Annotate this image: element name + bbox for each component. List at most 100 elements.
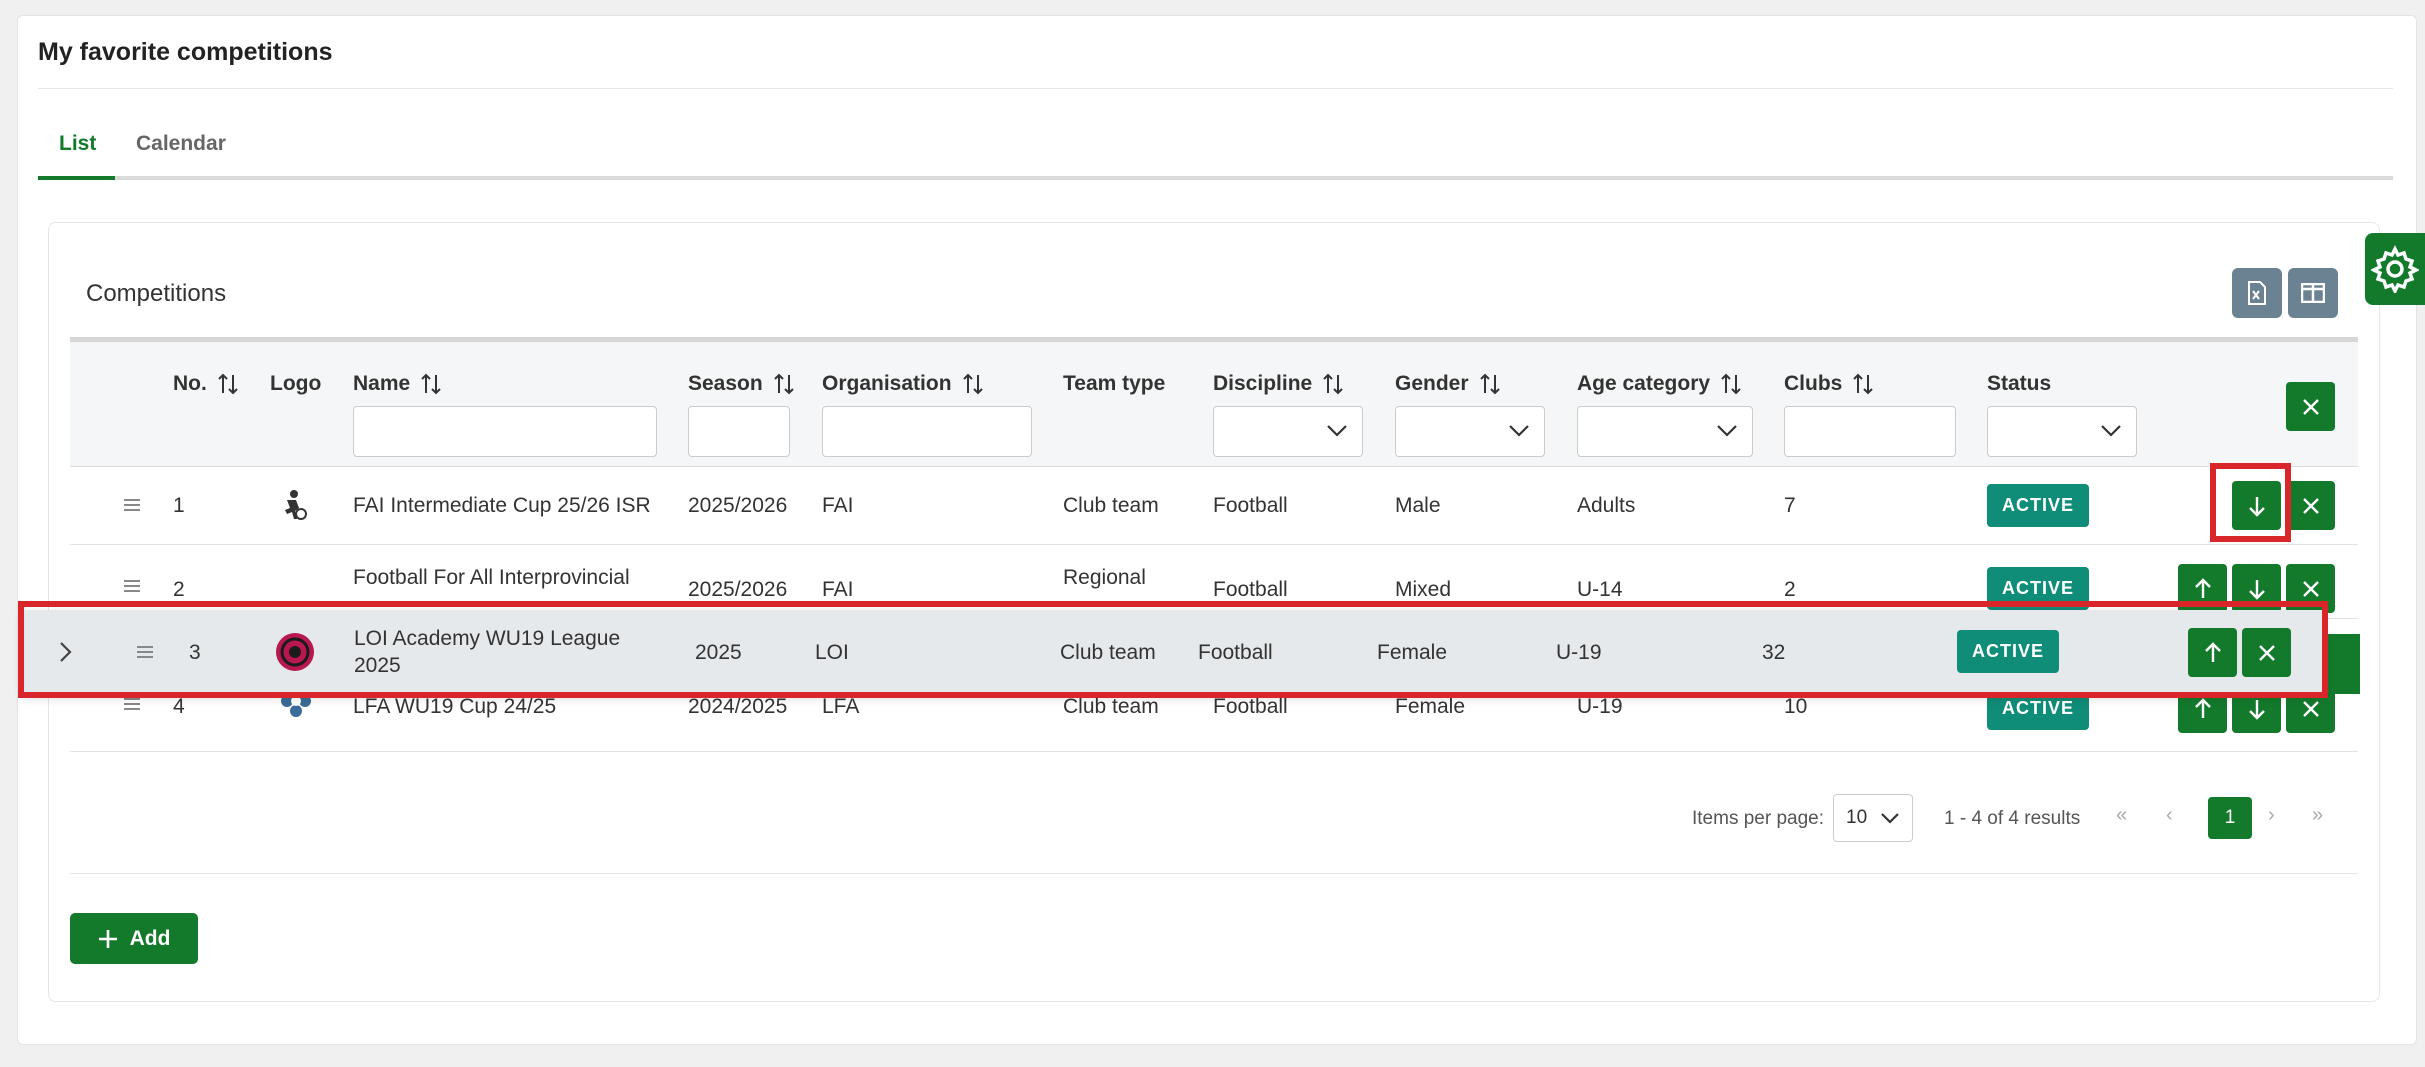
last-page-icon[interactable]: » xyxy=(2312,804,2324,826)
cell-no: 1 xyxy=(173,494,185,517)
plus-icon xyxy=(98,929,117,948)
th-no[interactable]: No. xyxy=(173,372,239,396)
chevron-down-icon xyxy=(1881,813,1899,824)
drag-handle-icon[interactable] xyxy=(124,580,140,592)
cell-name: Football For All Interprovincial xyxy=(353,566,630,589)
th-discipline[interactable]: Discipline xyxy=(1213,372,1344,396)
table-row: 2 Football For All Interprovincial 2025/… xyxy=(70,545,2358,619)
th-gender[interactable]: Gender xyxy=(1395,372,1501,396)
cell-age-category: U-19 xyxy=(1577,695,1623,718)
chevron-down-icon xyxy=(2101,425,2121,437)
th-organisation[interactable]: Organisation xyxy=(822,372,984,396)
th-no-label: No. xyxy=(173,372,207,395)
remove-button[interactable] xyxy=(2286,481,2335,530)
arrow-down-icon xyxy=(2248,496,2265,517)
cell-discipline: Football xyxy=(1198,641,1273,664)
cell-organisation: FAI xyxy=(822,494,854,517)
remove-button[interactable] xyxy=(2286,564,2335,613)
discipline-filter-select[interactable] xyxy=(1213,406,1363,457)
th-season[interactable]: Season xyxy=(688,372,795,396)
close-icon xyxy=(2302,398,2319,415)
move-down-button[interactable] xyxy=(2232,481,2281,530)
status-badge: ACTIVE xyxy=(1987,484,2090,527)
cell-team-type: Club team xyxy=(1060,641,1156,664)
sort-icon xyxy=(773,373,794,395)
cell-season: 2025 xyxy=(695,641,742,664)
th-age-category[interactable]: Age category xyxy=(1577,372,1742,396)
cell-clubs: 7 xyxy=(1784,494,1796,517)
th-clubs[interactable]: Clubs xyxy=(1784,372,1874,396)
cell-age-category: U-14 xyxy=(1577,578,1623,601)
gear-icon xyxy=(2371,245,2419,293)
th-name[interactable]: Name xyxy=(353,372,442,396)
status-badge: ACTIVE xyxy=(1987,567,2090,610)
results-range: 1 - 4 of 4 results xyxy=(1944,808,2081,829)
excel-export-icon xyxy=(2248,281,2266,305)
columns-button[interactable] xyxy=(2288,268,2338,318)
table-row: 1 FAI Intermediate Cup 25/26 ISR 2025/20… xyxy=(70,467,2358,545)
loi-logo xyxy=(274,631,316,678)
columns-icon xyxy=(2301,283,2325,303)
th-clubs-label: Clubs xyxy=(1784,372,1843,395)
cell-age-category: Adults xyxy=(1577,494,1636,517)
th-status: Status xyxy=(1987,372,2052,395)
move-up-button[interactable] xyxy=(2188,628,2237,677)
cell-gender: Male xyxy=(1395,494,1441,517)
organisation-filter-input[interactable] xyxy=(822,406,1032,457)
age-category-filter-select[interactable] xyxy=(1577,406,1753,457)
cell-team-type: Regional xyxy=(1063,566,1146,589)
cell-clubs: 2 xyxy=(1784,578,1796,601)
dragged-row[interactable]: 3 LOI Academy WU19 League 2025 2025 LOI … xyxy=(22,610,2322,695)
prev-page-icon[interactable]: ‹ xyxy=(2166,804,2173,826)
name-filter-input[interactable] xyxy=(353,406,657,457)
items-per-page-select[interactable]: 10 xyxy=(1833,794,1913,842)
tab-list[interactable]: List xyxy=(59,132,97,155)
sort-icon xyxy=(962,373,983,395)
move-down-button[interactable] xyxy=(2232,564,2281,613)
close-icon xyxy=(2302,700,2319,717)
items-per-page-value: 10 xyxy=(1846,807,1868,828)
cell-season: 2025/2026 xyxy=(688,494,788,517)
drag-handle-icon[interactable] xyxy=(137,646,153,658)
remove-button[interactable] xyxy=(2242,628,2291,677)
clubs-filter-input[interactable] xyxy=(1784,406,1956,457)
move-up-button[interactable] xyxy=(2178,564,2227,613)
gender-filter-select[interactable] xyxy=(1395,406,1545,457)
cell-no: 4 xyxy=(173,695,185,718)
table-header: No. Logo Name Season Organisation Team t… xyxy=(70,337,2358,467)
season-filter-input[interactable] xyxy=(688,406,790,457)
page-current[interactable]: 1 xyxy=(2208,797,2252,839)
chevron-down-icon xyxy=(1327,425,1347,437)
th-logo: Logo xyxy=(270,372,322,395)
add-button[interactable]: Add xyxy=(70,913,198,964)
tab-calendar[interactable]: Calendar xyxy=(136,132,226,155)
sort-icon xyxy=(1479,373,1500,395)
close-icon xyxy=(2302,497,2319,514)
arrow-up-icon xyxy=(2194,697,2211,718)
cell-name: FAI Intermediate Cup 25/26 ISR xyxy=(353,494,651,517)
next-page-icon[interactable]: › xyxy=(2268,804,2275,826)
status-badge: ACTIVE xyxy=(1957,630,2060,673)
add-button-label: Add xyxy=(129,926,171,950)
excel-export-button[interactable] xyxy=(2232,268,2282,318)
arrow-up-icon xyxy=(2204,641,2221,662)
title-divider xyxy=(38,88,2393,89)
cell-season: 2024/2025 xyxy=(688,695,788,718)
competitions-title: Competitions xyxy=(86,280,227,307)
settings-button[interactable] xyxy=(2365,233,2425,305)
drag-handle-icon[interactable] xyxy=(124,499,140,511)
cell-gender: Mixed xyxy=(1395,578,1452,601)
status-filter-select[interactable] xyxy=(1987,406,2137,457)
cell-organisation: FAI xyxy=(822,578,854,601)
chevron-down-icon xyxy=(1717,425,1737,437)
cell-season: 2025/2026 xyxy=(688,578,788,601)
first-page-icon[interactable]: « xyxy=(2116,804,2128,826)
active-tab-indicator xyxy=(38,176,115,180)
items-per-page-label: Items per page: xyxy=(1692,808,1825,829)
cell-team-type: Club team xyxy=(1063,494,1159,517)
drag-handle-icon[interactable] xyxy=(124,698,140,710)
cell-organisation: LOI xyxy=(815,641,849,664)
chevron-right-icon[interactable] xyxy=(59,641,73,663)
th-season-label: Season xyxy=(688,372,763,395)
clear-filters-button[interactable] xyxy=(2286,382,2335,431)
